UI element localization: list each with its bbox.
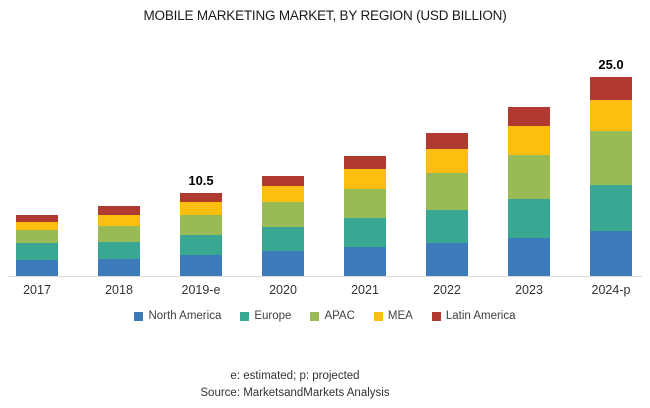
segment-apac-2021[interactable] xyxy=(344,189,386,219)
source-note: Source: MarketsandMarkets Analysis xyxy=(200,387,390,399)
segment-europe-2023[interactable] xyxy=(508,198,550,238)
bar-2021[interactable] xyxy=(344,156,386,276)
x-axis-line xyxy=(8,276,642,277)
footnote: e: estimated; p: projected xyxy=(230,370,360,382)
segment-europe-2017[interactable] xyxy=(16,243,58,261)
bar-2023[interactable] xyxy=(508,107,550,276)
segment-europe-2021[interactable] xyxy=(344,218,386,247)
legend-label: MEA xyxy=(387,310,413,322)
legend-label: Europe xyxy=(254,310,292,322)
data-label-2024-p: 25.0 xyxy=(598,57,624,73)
x-tick-2017: 2017 xyxy=(23,283,51,297)
segment-apac-2017[interactable] xyxy=(16,229,58,244)
bar-2024-p[interactable]: 25.0 xyxy=(590,57,632,276)
segment-latin-america-2024-p[interactable] xyxy=(590,77,632,101)
data-label-2019-e: 10.5 xyxy=(188,172,214,188)
legend-item-europe[interactable]: Europe xyxy=(240,310,291,322)
segment-north-america-2021[interactable] xyxy=(344,246,386,276)
legend-item-north-america[interactable]: North America xyxy=(134,310,221,322)
legend-swatch-icon xyxy=(373,311,383,321)
segment-apac-2023[interactable] xyxy=(508,155,550,199)
segment-europe-2024-p[interactable] xyxy=(590,185,632,231)
x-tick-2023: 2023 xyxy=(515,283,543,297)
segment-latin-america-2023[interactable] xyxy=(508,107,550,126)
segment-north-america-2017[interactable] xyxy=(16,260,58,276)
x-tick-2022: 2022 xyxy=(433,283,461,297)
legend-label: Latin America xyxy=(445,310,516,322)
segment-apac-2022[interactable] xyxy=(426,173,468,211)
segment-mea-2020[interactable] xyxy=(262,186,304,203)
segment-europe-2018[interactable] xyxy=(98,241,140,260)
legend-swatch-icon xyxy=(240,311,250,321)
segment-mea-2018[interactable] xyxy=(98,214,140,226)
segment-europe-2020[interactable] xyxy=(262,226,304,252)
segment-north-america-2020[interactable] xyxy=(262,251,304,276)
legend-item-apac[interactable]: APAC xyxy=(310,310,355,322)
segment-latin-america-2022[interactable] xyxy=(426,132,468,149)
bar-2017[interactable] xyxy=(16,214,58,276)
segment-north-america-2018[interactable] xyxy=(98,259,140,276)
segment-apac-2024-p[interactable] xyxy=(590,131,632,186)
bars-area: 10.5 25.0 xyxy=(16,0,632,276)
legend: North America Europe APAC MEA Latin America xyxy=(0,310,650,322)
x-tick-2020: 2020 xyxy=(269,283,297,297)
segment-latin-america-2019-e[interactable] xyxy=(180,192,222,203)
segment-north-america-2024-p[interactable] xyxy=(590,230,632,276)
x-axis-labels: 2017 2018 2019-e 2020 2021 2022 2023 2024-p xyxy=(16,283,632,297)
chart-title: MOBILE MARKETING MARKET, BY REGION (USD … xyxy=(143,8,507,23)
legend-label: North America xyxy=(148,310,222,322)
segment-latin-america-2017[interactable] xyxy=(16,214,58,222)
segment-mea-2017[interactable] xyxy=(16,221,58,230)
segment-mea-2021[interactable] xyxy=(344,168,386,190)
segment-latin-america-2021[interactable] xyxy=(344,156,386,169)
segment-mea-2024-p[interactable] xyxy=(590,100,632,132)
footer: e: estimated; p: projected Source: Marke… xyxy=(0,368,590,402)
segment-latin-america-2020[interactable] xyxy=(262,176,304,187)
segment-europe-2022[interactable] xyxy=(426,210,468,243)
x-tick-2019-e: 2019-e xyxy=(181,283,221,297)
bar-2018[interactable] xyxy=(98,206,140,276)
segment-apac-2018[interactable] xyxy=(98,225,140,242)
bar-2020[interactable] xyxy=(262,176,304,276)
legend-swatch-icon xyxy=(134,311,144,321)
segment-europe-2019-e[interactable] xyxy=(180,235,222,256)
segment-mea-2022[interactable] xyxy=(426,148,468,174)
segment-apac-2020[interactable] xyxy=(262,202,304,227)
legend-label: APAC xyxy=(324,310,355,322)
x-tick-2018: 2018 xyxy=(105,283,133,297)
bar-2019-e[interactable]: 10.5 xyxy=(180,173,222,276)
segment-mea-2019-e[interactable] xyxy=(180,202,222,215)
legend-item-latin-america[interactable]: Latin America xyxy=(431,310,516,322)
segment-latin-america-2018[interactable] xyxy=(98,206,140,215)
segment-mea-2023[interactable] xyxy=(508,125,550,156)
legend-swatch-icon xyxy=(431,311,441,321)
segment-north-america-2023[interactable] xyxy=(508,237,550,276)
plot-area: 10.5 25.0 2017 2018 2019-e 2020 2021 2022 2023 2… xyxy=(8,0,642,297)
x-tick-2021: 2021 xyxy=(351,283,379,297)
segment-north-america-2019-e[interactable] xyxy=(180,255,222,276)
x-tick-2024-p: 2024-p xyxy=(591,283,631,297)
legend-swatch-icon xyxy=(310,311,320,321)
legend-item-mea[interactable]: MEA xyxy=(373,310,413,322)
segment-north-america-2022[interactable] xyxy=(426,242,468,276)
bar-2022[interactable] xyxy=(426,132,468,276)
segment-apac-2019-e[interactable] xyxy=(180,214,222,236)
